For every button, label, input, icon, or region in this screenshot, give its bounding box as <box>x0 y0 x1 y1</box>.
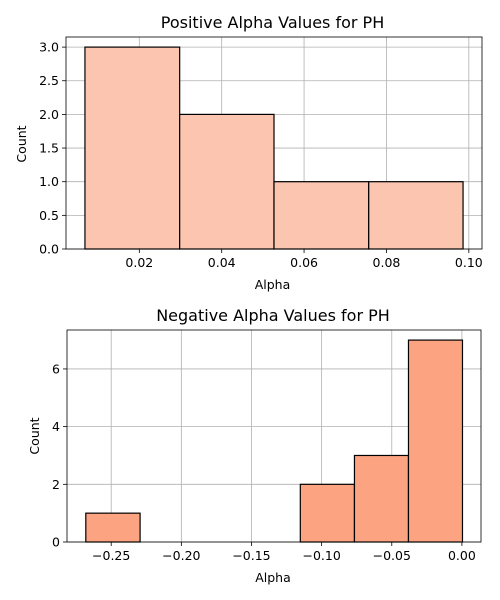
histogram-bar <box>179 113 275 250</box>
axes-frame <box>66 329 482 543</box>
y-tick-label: 1.5 <box>39 141 59 156</box>
positive-alpha-histogram: Positive Alpha Values for PH Alpha Count… <box>14 13 483 292</box>
x-axis-label: Alpha <box>255 277 291 292</box>
x-tick-label: 0.06 <box>290 255 318 270</box>
negative-alpha-histogram: Negative Alpha Values for PH Alpha Count… <box>27 306 482 585</box>
y-tick-label: 2.0 <box>39 107 59 122</box>
x-tick-label: 0.10 <box>455 255 483 270</box>
y-tick-label: 6 <box>52 361 60 376</box>
x-tick-label: −0.10 <box>302 548 340 563</box>
chart-title: Positive Alpha Values for PH <box>161 13 384 32</box>
x-tick-label: 0.00 <box>448 548 476 563</box>
histogram-bar <box>353 454 410 543</box>
x-tick-label: 0.02 <box>125 255 153 270</box>
y-tick-label: 2 <box>52 477 60 492</box>
y-tick-label: 0 <box>52 535 60 550</box>
y-tick-label: 0.0 <box>39 242 59 257</box>
y-tick-label: 0.5 <box>39 208 59 223</box>
histogram-bar <box>407 339 464 543</box>
histogram-bar <box>84 46 181 250</box>
axes-frame <box>65 36 483 250</box>
y-axis-label: Count <box>27 417 42 454</box>
y-tick-label: 1.0 <box>39 174 59 189</box>
x-tick-label: 0.04 <box>208 255 236 270</box>
x-tick-label: −0.25 <box>92 548 130 563</box>
histogram-bar <box>368 181 464 250</box>
y-tick-label: 4 <box>52 419 60 434</box>
x-axis-label: Alpha <box>255 570 291 585</box>
chart-title: Negative Alpha Values for PH <box>156 306 390 325</box>
histogram-bar <box>85 512 141 543</box>
y-tick-label: 3.0 <box>39 40 59 55</box>
y-tick-label: 2.5 <box>39 73 59 88</box>
x-tick-label: −0.15 <box>232 548 270 563</box>
histogram-bar <box>273 181 370 250</box>
y-axis-label: Count <box>14 125 29 162</box>
x-tick-label: 0.08 <box>373 255 401 270</box>
x-tick-label: −0.05 <box>373 548 411 563</box>
histogram-bar <box>299 483 356 543</box>
x-tick-label: −0.20 <box>162 548 200 563</box>
